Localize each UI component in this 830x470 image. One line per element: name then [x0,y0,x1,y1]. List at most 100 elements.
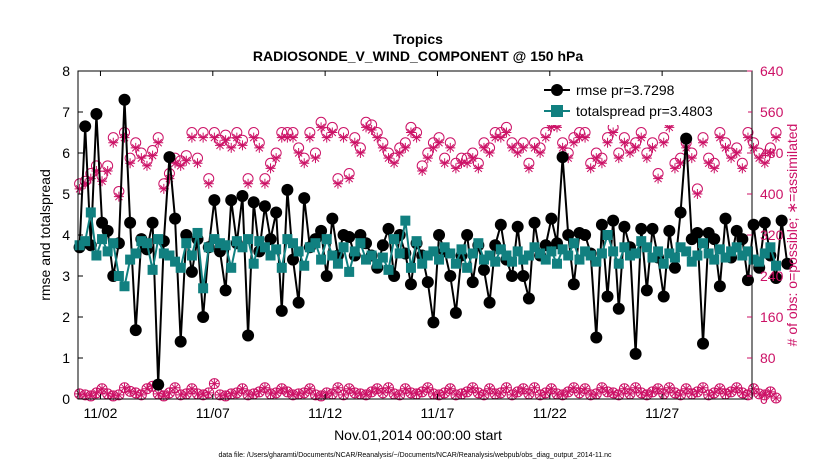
spread-point [518,254,529,265]
obs-assimilated-point [293,388,304,399]
rmse-point [258,200,271,213]
obs-assimilated-point [495,387,506,398]
obs-assimilated-point [771,132,782,143]
obs-assimilated-point [507,389,518,400]
spread-point [198,283,209,294]
rmse-point [719,212,732,225]
obs-assimilated-point [568,137,579,148]
spread-point [748,254,759,265]
spread-point [74,240,85,251]
obs-assimilated-point [153,388,164,399]
spread-point [714,244,725,255]
rmse-point [90,108,103,121]
obs-assimilated-point [518,142,529,153]
obs-assimilated-point [108,390,119,401]
obs-assimilated-point [737,163,748,174]
obs-assimilated-point [361,122,372,133]
obs-assimilated-point [462,386,473,397]
y-axis-right: 0 80 160 240 320 400 480 560 640 [747,63,784,407]
obs-assimilated-point [551,388,562,399]
spread-point [113,271,124,281]
rmse-point [264,233,277,246]
obs-assimilated-point [271,153,282,164]
obs-assimilated-point [490,132,501,143]
spread-point [243,234,254,245]
spread-point [664,248,675,259]
spread-point [394,248,405,259]
obs-assimilated-point [248,388,259,399]
y-left-tick-label: 3 [62,268,70,284]
obs-assimilated-point [186,132,197,143]
obs-assimilated-point [209,378,220,389]
obs-assimilated-point [259,178,270,189]
obs-assimilated-point [428,142,439,153]
obs-assimilated-point [282,132,293,143]
spread-point [293,246,304,257]
y-left-tick-label: 4 [62,227,70,243]
obs-assimilated-point [439,158,450,169]
obs-assimilated-point [675,158,686,169]
spread-point [742,246,753,257]
spread-point [546,246,557,257]
spread-point [164,250,175,261]
rmse-point [287,253,300,266]
obs-assimilated-point [473,387,484,398]
legend: rmse pr=3.7298 totalspread pr=3.4803 [540,79,748,125]
obs-assimilated-point [742,389,753,400]
obs-assimilated-point [625,148,636,158]
series-obs-assimilated-high [74,122,782,202]
spread-point [501,250,512,261]
obs-assimilated-point [759,389,770,400]
spread-point [737,250,748,261]
obs-assimilated-point [484,148,495,158]
obs-assimilated-point [478,389,489,400]
obs-assimilated-point [400,142,411,153]
obs-assimilated-point [203,387,214,398]
obs-assimilated-point [585,389,596,400]
obs-assimilated-point [153,137,164,148]
obs-assimilated-point [540,387,551,398]
obs-assimilated-point [630,382,641,393]
obs-assimilated-point [170,382,181,393]
obs-assimilated-point [377,387,388,398]
obs-assimilated-point [74,388,85,399]
spread-point [686,256,697,267]
obs-assimilated-point [130,142,141,153]
obs-assimilated-point [175,160,186,171]
obs-assimilated-point [422,382,433,393]
obs-assimilated-point [613,389,624,400]
spread-point [484,250,495,261]
obs-assimilated-point [113,191,124,202]
obs-assimilated-point [669,387,680,398]
spread-point [91,250,102,261]
spread-point [186,250,197,261]
y-right-tick-label: 160 [760,309,784,325]
spread-point [585,250,596,261]
rmse-point [511,220,524,233]
obs-assimilated-point [186,383,197,394]
spread-point [411,236,422,247]
rmse-point [528,216,541,229]
obs-assimilated-point [754,153,765,164]
obs-assimilated-point [91,165,102,176]
rmse-point [225,194,238,207]
spread-point [108,238,119,249]
obs-assimilated-point [641,389,652,400]
obs-assimilated-point [394,389,405,400]
obs-assimilated-point [653,383,664,394]
obs-assimilated-point [765,148,776,158]
rmse-point [483,296,496,309]
spread-point [698,238,709,249]
obs-assimilated-point [405,387,416,398]
obs-assimilated-point [130,387,141,398]
rmse-point [208,194,221,207]
spread-point [372,258,383,269]
spread-point [759,248,770,259]
x-axis: 11/02 11/07 11/12 11/17 11/22 11/27 [83,71,679,421]
y-left-tick-label: 7 [62,104,70,120]
spread-point [580,246,591,257]
obs-assimilated-point [439,387,450,398]
obs-assimilated-point [321,132,332,143]
rmse-point [590,331,603,344]
obs-assimilated-point [563,386,574,397]
